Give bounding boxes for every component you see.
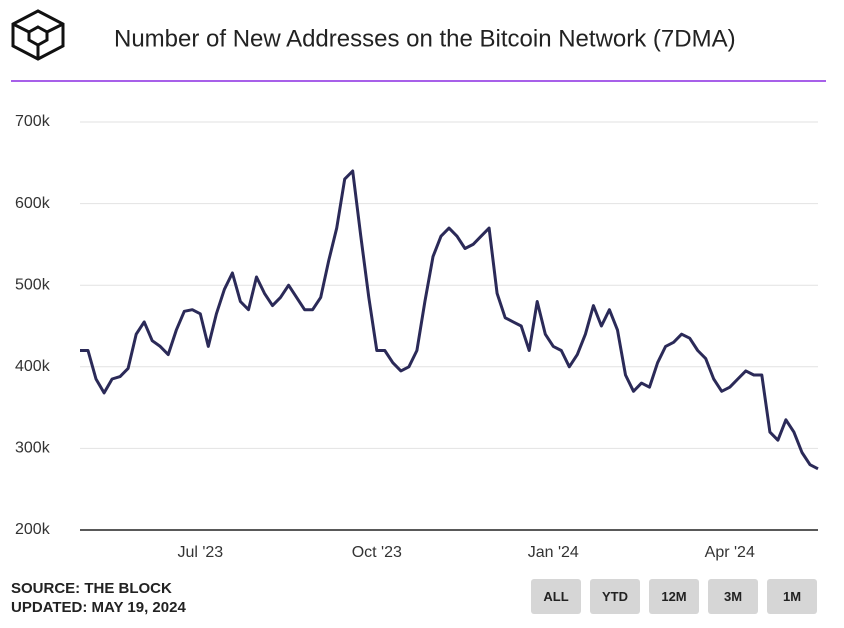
data-line xyxy=(80,169,819,471)
y-tick-label: 500k xyxy=(15,276,51,293)
y-tick-label: 700k xyxy=(15,113,51,130)
range-button[interactable]: YTD xyxy=(590,579,640,614)
range-button[interactable]: 3M xyxy=(708,579,758,614)
x-tick-label: Oct '23 xyxy=(352,544,402,561)
x-tick-label: Jan '24 xyxy=(528,544,579,561)
y-tick-label: 200k xyxy=(15,521,51,538)
y-tick-label: 600k xyxy=(15,195,51,212)
y-tick-label: 300k xyxy=(15,440,51,457)
logo xyxy=(11,9,65,61)
x-tick-label: Jul '23 xyxy=(177,544,223,561)
x-tick-label: Apr '24 xyxy=(705,544,755,561)
source: SOURCE: THE BLOCK xyxy=(11,580,172,597)
chart-title: Number of New Addresses on the Bitcoin N… xyxy=(114,25,736,52)
y-tick-label: 400k xyxy=(15,358,51,375)
range-button[interactable]: ALL xyxy=(531,579,581,614)
range-button[interactable]: 1M xyxy=(767,579,817,614)
updated: UPDATED: MAY 19, 2024 xyxy=(11,599,186,616)
range-button[interactable]: 12M xyxy=(649,579,699,614)
